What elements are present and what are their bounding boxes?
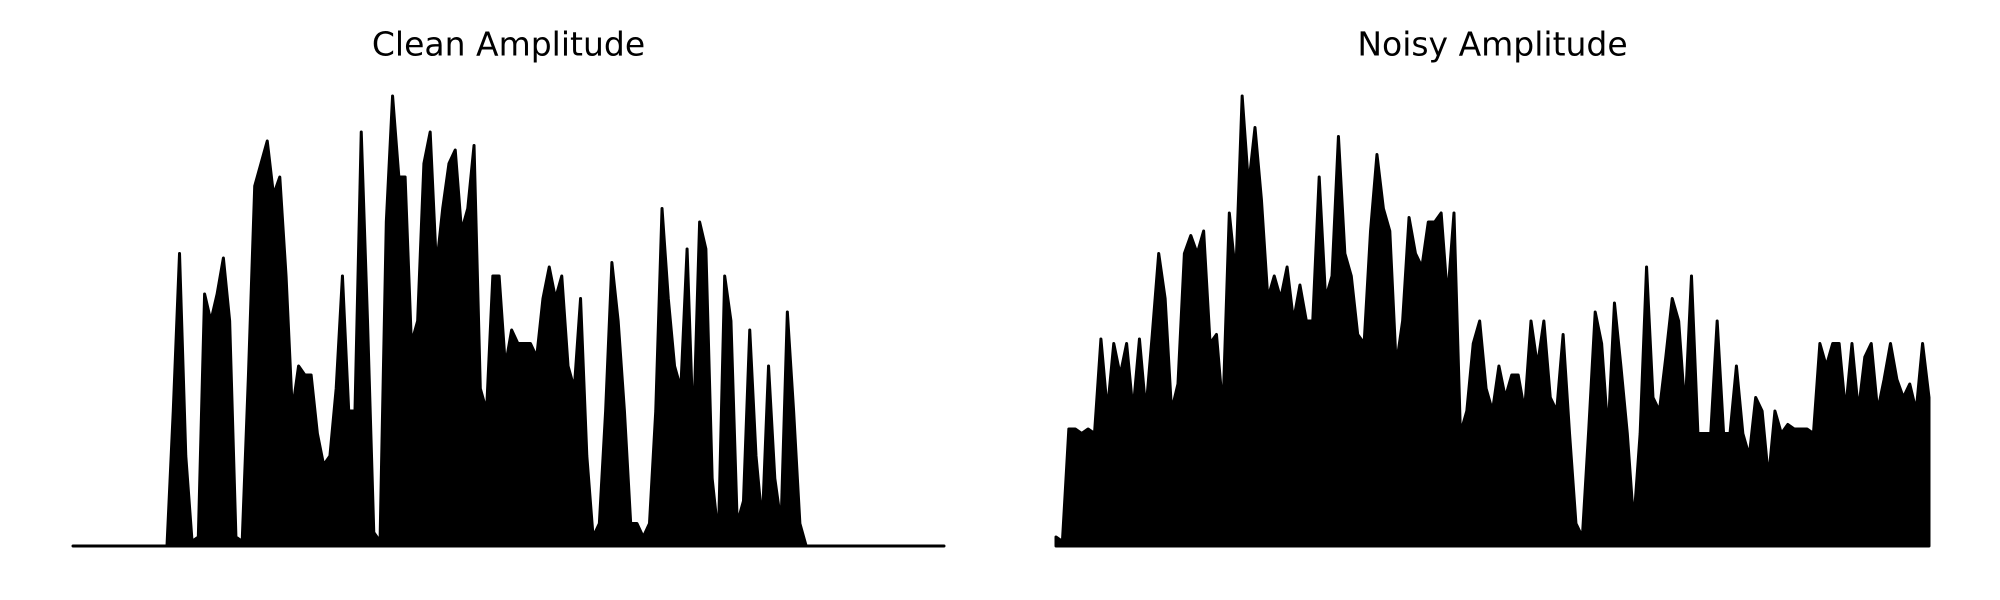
amplitude-area	[1054, 94, 1931, 548]
amplitude-area	[71, 94, 946, 548]
chart-title: Clean Amplitude	[372, 25, 645, 64]
chart-title: Noisy Amplitude	[1357, 25, 1627, 64]
